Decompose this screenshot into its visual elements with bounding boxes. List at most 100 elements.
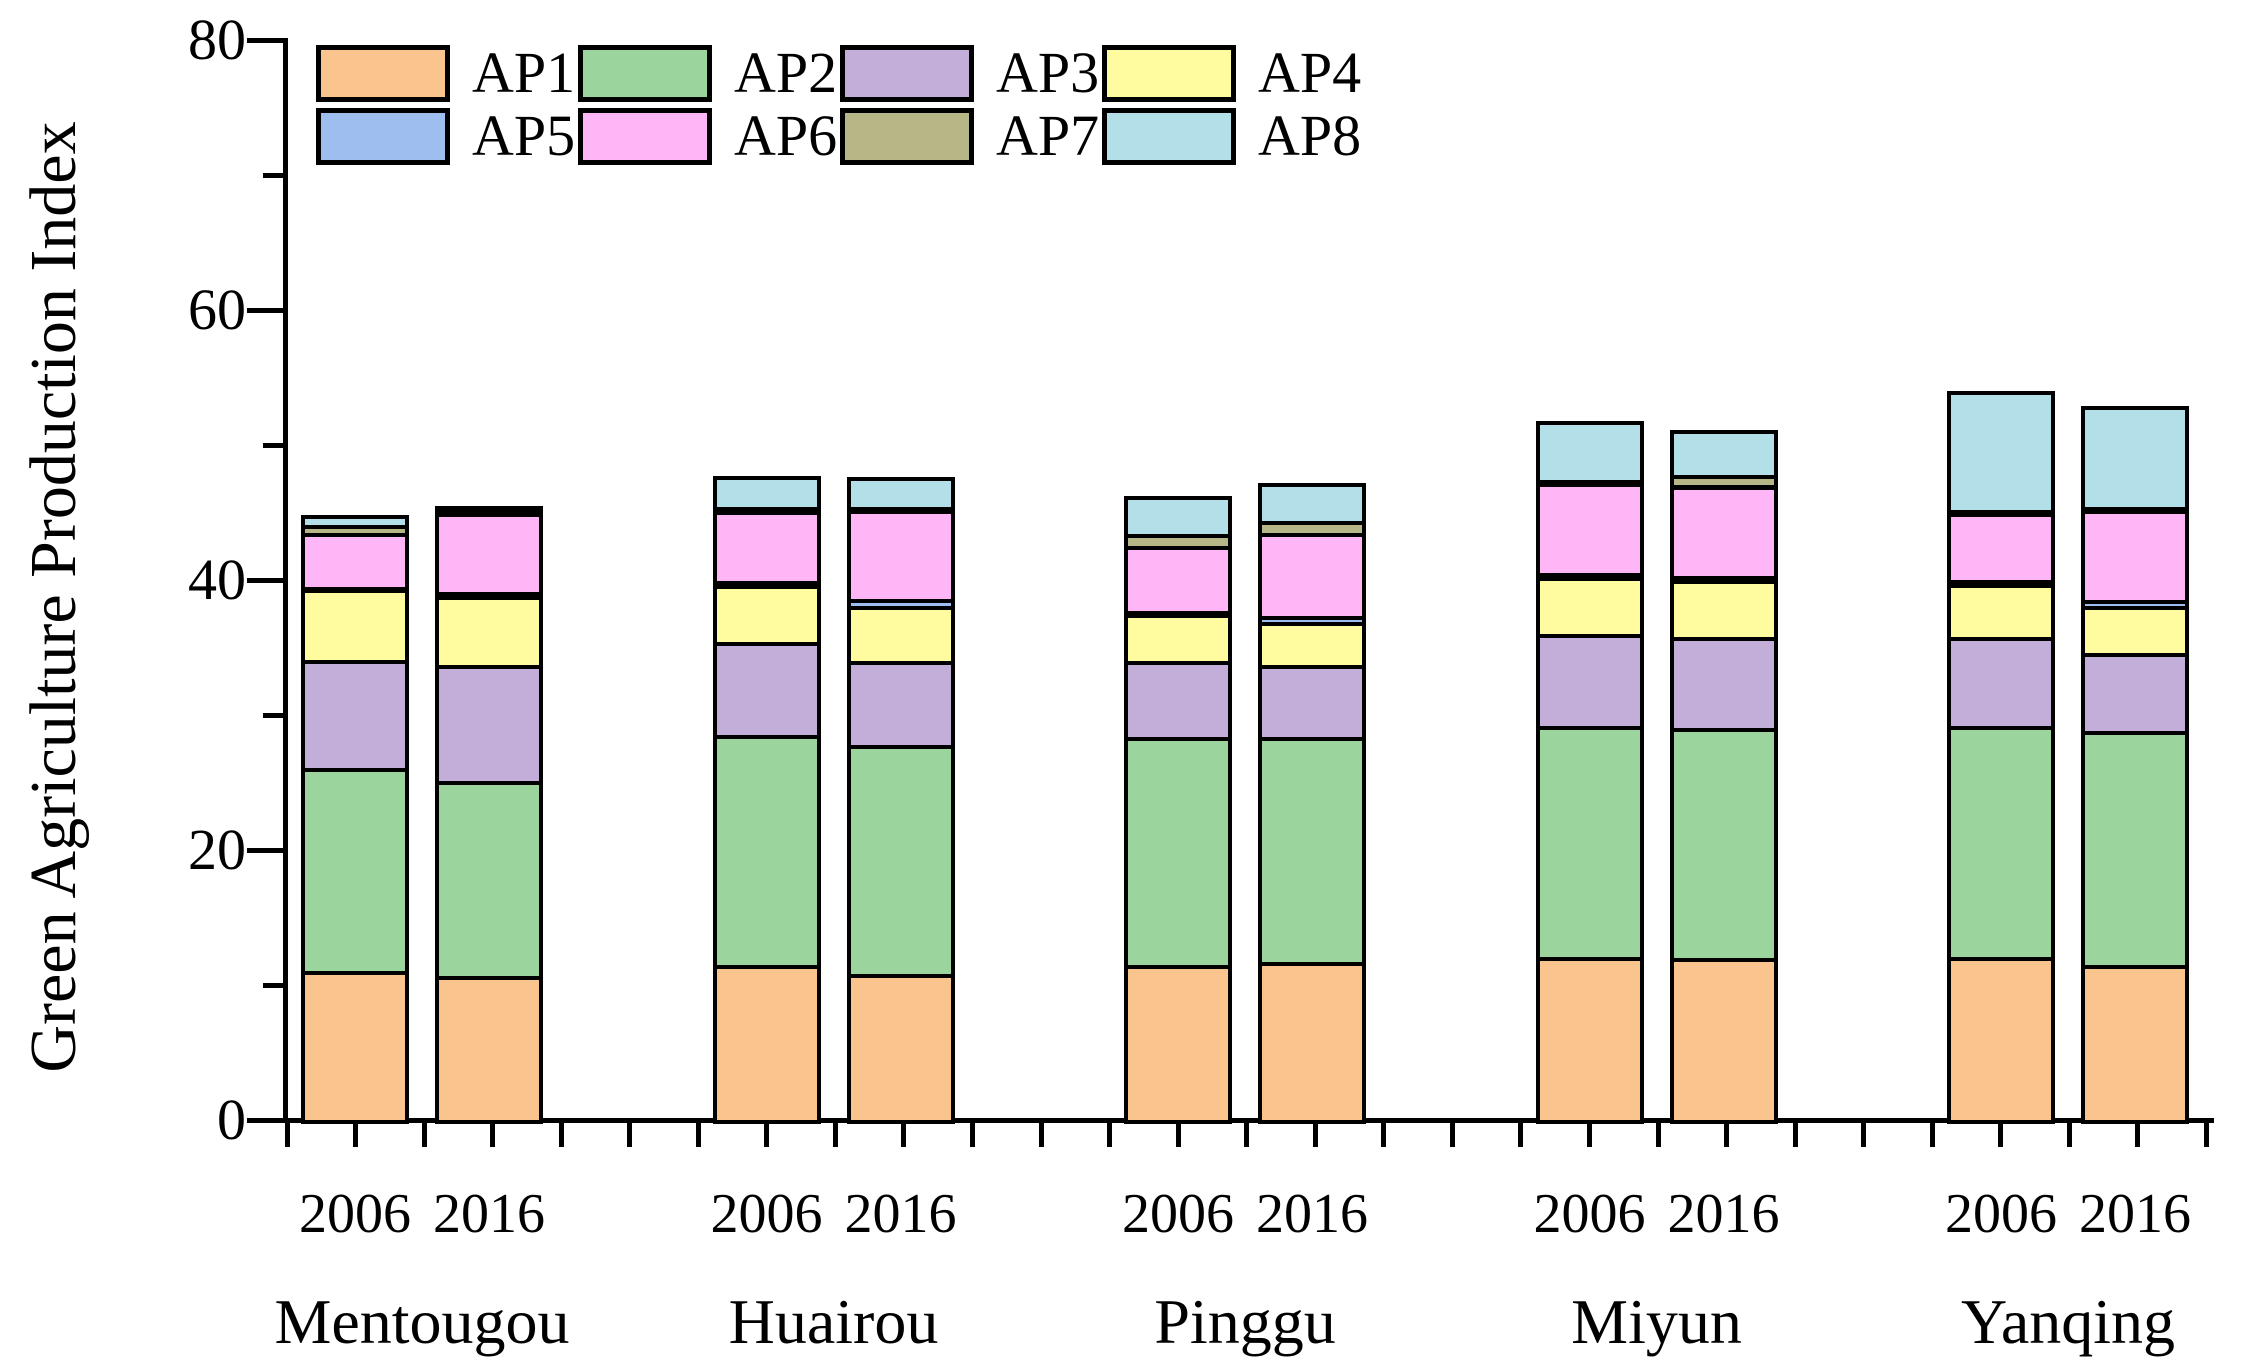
y-axis-spine [283,38,288,1123]
x-axis-tick [1518,1121,1524,1147]
segment-ap1 [1258,962,1366,1124]
x-axis-tick [1792,1121,1798,1147]
x-axis-tick [1038,1121,1044,1147]
x-axis-tick [1998,1121,2004,1147]
y-minor-tick [263,443,283,448]
legend-item-ap6: AP6 [578,107,837,165]
segment-ap1 [1669,957,1778,1124]
x-tick-year-label: 2006 [1945,1183,2057,1245]
x-axis-tick [970,1121,975,1147]
x-tick-year-label: 2016 [1667,1183,1780,1245]
y-tick-label: 0 [217,1087,246,1152]
x-axis-tick [1107,1121,1113,1147]
segment-ap6 [1258,532,1366,621]
segment-ap3 [1669,636,1778,733]
bar-yanqing-2006 [1947,385,2055,1124]
bar-mentougou-2006 [301,509,409,1124]
segment-ap1 [1535,956,1644,1124]
x-axis-tick [2066,1121,2072,1147]
segment-ap1 [846,974,955,1124]
legend-label-ap1: AP1 [472,40,576,105]
x-axis-tick [901,1121,907,1147]
segment-ap2 [1258,736,1366,967]
legend-item-ap1: AP1 [316,44,575,102]
x-axis-tick [832,1121,838,1147]
segment-ap3 [712,642,821,740]
x-axis-tick [1655,1121,1661,1147]
x-axis-tick [1724,1121,1730,1147]
x-axis-tick [1586,1121,1592,1147]
x-axis-tick [627,1121,633,1147]
segment-ap3 [1258,665,1366,741]
x-axis-tick [2203,1121,2209,1147]
legend-swatch-ap1 [316,44,450,102]
x-axis-spine [283,1118,2214,1123]
x-axis-tick [558,1121,564,1147]
segment-ap4 [435,596,543,670]
x-tick-year-label: 2006 [710,1183,823,1245]
segment-ap4 [712,585,821,647]
segment-ap2 [301,767,409,976]
x-axis-tick [1175,1121,1181,1147]
legend-item-ap5: AP5 [316,107,575,165]
y-tick-label: 20 [188,817,246,882]
legend-label-ap4: AP4 [1258,40,1362,105]
legend-swatch-ap8 [1102,107,1236,165]
y-major-tick [247,38,283,43]
segment-ap8 [1669,430,1778,479]
segment-ap4 [1124,613,1232,665]
x-axis-tick [284,1121,290,1147]
x-category-label-miyun: Miyun [1571,1286,1742,1357]
x-axis-tick [490,1121,496,1147]
y-major-tick [247,848,283,853]
segment-ap8 [2081,405,2189,512]
segment-ap4 [2081,605,2189,657]
legend-label-ap8: AP8 [1258,103,1362,168]
x-tick-year-label: 2016 [844,1183,957,1245]
bar-miyun-2006 [1535,415,1644,1124]
segment-ap3 [301,659,409,772]
segment-ap1 [1947,956,2055,1124]
x-axis-tick [1381,1121,1387,1147]
x-axis-tick [353,1121,359,1147]
segment-ap3 [435,665,543,786]
segment-ap2 [1947,725,2055,961]
x-axis-tick [1861,1121,1867,1147]
segment-ap8 [1535,420,1644,485]
segment-ap4 [1669,580,1778,641]
y-tick-label: 80 [188,7,246,72]
segment-ap2 [1124,736,1232,969]
x-tick-year-label: 2016 [1256,1183,1368,1245]
segment-ap3 [846,661,955,749]
y-minor-tick [263,983,283,988]
segment-ap6 [1947,512,2055,584]
x-category-label-mentougou: Mentougou [274,1286,570,1357]
legend-item-ap8: AP8 [1102,107,1361,165]
segment-ap2 [712,735,821,969]
segment-ap6 [301,532,409,591]
segment-ap3 [1947,636,2055,730]
segment-ap8 [712,476,821,512]
segment-ap4 [1535,577,1644,638]
segment-ap3 [1124,661,1232,741]
segment-ap2 [846,744,955,979]
segment-ap6 [1669,485,1778,580]
segment-ap8 [435,506,543,515]
segment-ap1 [712,964,821,1124]
y-major-tick [247,1118,283,1123]
segment-ap1 [1124,964,1232,1124]
segment-ap4 [1947,584,2055,641]
segment-ap8 [1947,391,2055,514]
x-axis-tick [1244,1121,1250,1147]
segment-ap4 [1258,621,1366,670]
segment-ap4 [846,605,955,665]
y-minor-tick [263,713,283,718]
bar-miyun-2016 [1669,424,1778,1124]
legend-swatch-ap3 [840,44,974,102]
legend-label-ap7: AP7 [996,103,1100,168]
legend-item-ap4: AP4 [1102,44,1361,102]
segment-ap8 [301,515,409,529]
segment-ap1 [301,971,409,1124]
segment-ap6 [712,511,821,586]
segment-ap2 [435,781,543,980]
